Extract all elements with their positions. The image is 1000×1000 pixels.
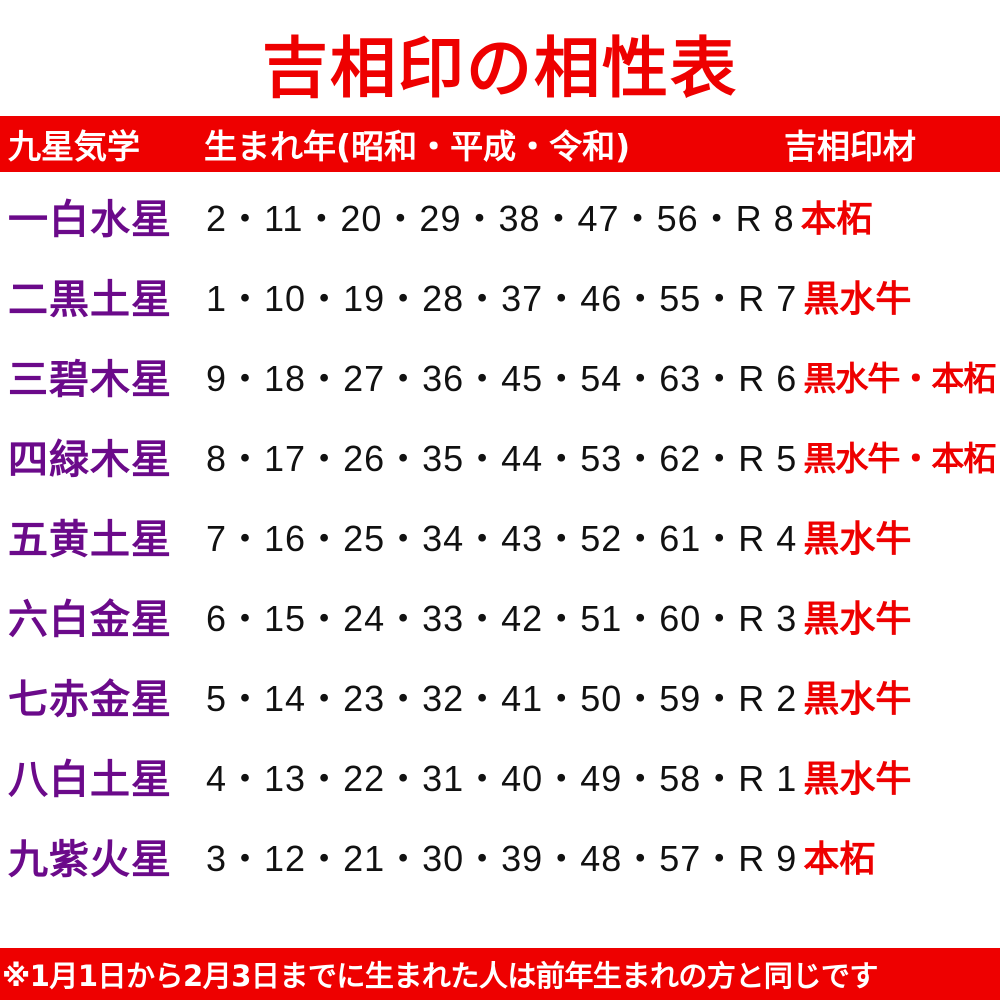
cell-star: 一白水星 — [8, 197, 172, 243]
cell-star: 九紫火星 — [8, 837, 172, 883]
header-cell-birth-year: 生まれ年(昭和・平成・令和) — [204, 127, 631, 166]
footer-note: ※1月1日から2月3日までに生まれた人は前年生まれの方と同じです — [0, 948, 1000, 1000]
cell-material: 黒水牛 — [803, 599, 912, 640]
cell-star: 五黄土星 — [8, 517, 172, 563]
table-row: 三碧木星 9・18・27・36・45・54・63・R 6 黒水牛・本柘 — [0, 336, 1000, 416]
table-row: 七赤金星 5・14・23・32・41・50・59・R 2 黒水牛 — [0, 656, 1000, 736]
cell-star: 四緑木星 — [8, 437, 172, 483]
header-cell-material: 吉相印材 — [784, 127, 916, 166]
cell-years: 2・11・20・29・38・47・56・R 8 — [206, 198, 795, 239]
cell-years: 9・18・27・36・45・54・63・R 6 — [206, 358, 798, 399]
cell-material: 黒水牛・本柘 — [803, 359, 996, 398]
cell-material: 黒水牛 — [803, 679, 912, 720]
cell-material: 黒水牛 — [803, 279, 912, 320]
table-row: 二黒土星 1・10・19・28・37・46・55・R 7 黒水牛 — [0, 256, 1000, 336]
cell-years: 1・10・19・28・37・46・55・R 7 — [206, 278, 798, 319]
cell-star: 六白金星 — [8, 597, 172, 643]
cell-material: 本柘 — [803, 839, 876, 880]
cell-material: 黒水牛 — [803, 759, 912, 800]
table-row: 九紫火星 3・12・21・30・39・48・57・R 9 本柘 — [0, 816, 1000, 896]
cell-material: 黒水牛 — [803, 519, 912, 560]
cell-star: 七赤金星 — [8, 677, 172, 723]
cell-star: 八白土星 — [8, 757, 172, 803]
table-row: 五黄土星 7・16・25・34・43・52・61・R 4 黒水牛 — [0, 496, 1000, 576]
table-row: 八白土星 4・13・22・31・40・49・58・R 1 黒水牛 — [0, 736, 1000, 816]
cell-material: 本柘 — [800, 199, 873, 240]
cell-material: 黒水牛・本柘 — [803, 439, 996, 478]
cell-star: 三碧木星 — [8, 357, 172, 403]
table-row: 四緑木星 8・17・26・35・44・53・62・R 5 黒水牛・本柘 — [0, 416, 1000, 496]
table-header-row: 九星気学 生まれ年(昭和・平成・令和) 吉相印材 — [0, 116, 1000, 172]
cell-years: 8・17・26・35・44・53・62・R 5 — [206, 438, 798, 479]
cell-star: 二黒土星 — [8, 277, 172, 323]
header-cell-star: 九星気学 — [8, 127, 140, 166]
table-row: 一白水星 2・11・20・29・38・47・56・R 8 本柘 — [0, 176, 1000, 256]
table-row: 六白金星 6・15・24・33・42・51・60・R 3 黒水牛 — [0, 576, 1000, 656]
cell-years: 7・16・25・34・43・52・61・R 4 — [206, 518, 798, 559]
cell-years: 5・14・23・32・41・50・59・R 2 — [206, 678, 798, 719]
table-body: 一白水星 2・11・20・29・38・47・56・R 8 本柘 二黒土星 1・1… — [0, 172, 1000, 896]
cell-years: 6・15・24・33・42・51・60・R 3 — [206, 598, 798, 639]
page-title: 吉相印の相性表 — [262, 30, 738, 107]
cell-years: 4・13・22・31・40・49・58・R 1 — [206, 758, 798, 799]
cell-years: 3・12・21・30・39・48・57・R 9 — [206, 838, 798, 879]
